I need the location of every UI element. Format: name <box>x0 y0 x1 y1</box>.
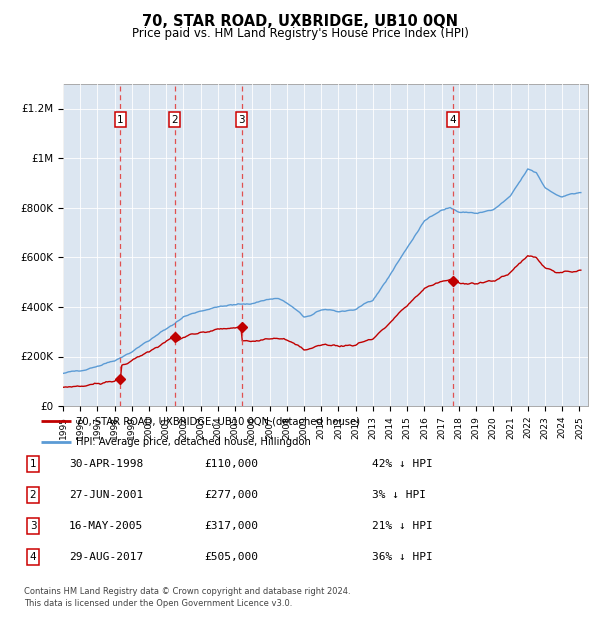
Text: Contains HM Land Registry data © Crown copyright and database right 2024.: Contains HM Land Registry data © Crown c… <box>24 587 350 596</box>
Text: 1: 1 <box>29 459 37 469</box>
Text: 4: 4 <box>450 115 457 125</box>
Text: 21% ↓ HPI: 21% ↓ HPI <box>372 521 433 531</box>
Text: 27-JUN-2001: 27-JUN-2001 <box>69 490 143 500</box>
Text: 4: 4 <box>29 552 37 562</box>
Text: 42% ↓ HPI: 42% ↓ HPI <box>372 459 433 469</box>
Text: 1: 1 <box>117 115 124 125</box>
Text: £317,000: £317,000 <box>204 521 258 531</box>
Text: 2: 2 <box>29 490 37 500</box>
Text: 3: 3 <box>29 521 37 531</box>
Text: 3% ↓ HPI: 3% ↓ HPI <box>372 490 426 500</box>
Text: £505,000: £505,000 <box>204 552 258 562</box>
Text: 36% ↓ HPI: 36% ↓ HPI <box>372 552 433 562</box>
Text: 30-APR-1998: 30-APR-1998 <box>69 459 143 469</box>
Text: 3: 3 <box>238 115 245 125</box>
Text: £110,000: £110,000 <box>204 459 258 469</box>
Text: 2: 2 <box>172 115 178 125</box>
Text: £277,000: £277,000 <box>204 490 258 500</box>
Text: 29-AUG-2017: 29-AUG-2017 <box>69 552 143 562</box>
Text: HPI: Average price, detached house, Hillingdon: HPI: Average price, detached house, Hill… <box>76 436 311 446</box>
Text: This data is licensed under the Open Government Licence v3.0.: This data is licensed under the Open Gov… <box>24 598 292 608</box>
Text: Price paid vs. HM Land Registry's House Price Index (HPI): Price paid vs. HM Land Registry's House … <box>131 27 469 40</box>
Text: 16-MAY-2005: 16-MAY-2005 <box>69 521 143 531</box>
Text: 70, STAR ROAD, UXBRIDGE, UB10 0QN (detached house): 70, STAR ROAD, UXBRIDGE, UB10 0QN (detac… <box>76 417 360 427</box>
Text: 70, STAR ROAD, UXBRIDGE, UB10 0QN: 70, STAR ROAD, UXBRIDGE, UB10 0QN <box>142 14 458 29</box>
